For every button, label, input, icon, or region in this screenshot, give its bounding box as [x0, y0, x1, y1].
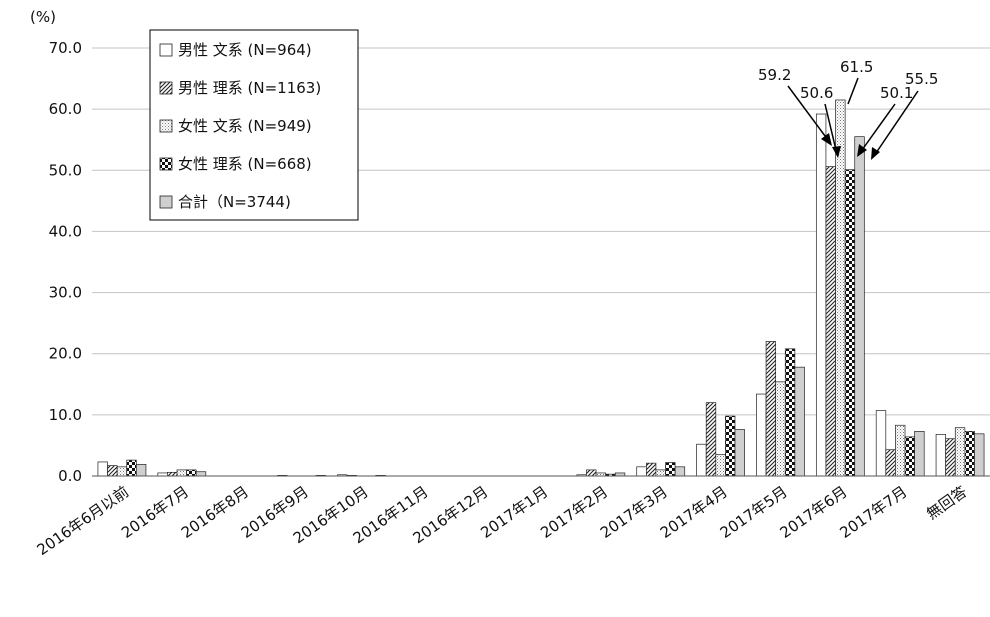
annotation-value-3: 61.5	[840, 58, 873, 76]
y-tick-label: 70.0	[49, 39, 82, 57]
bar	[935, 434, 947, 477]
y-tick-label: 10.0	[49, 406, 82, 424]
arrow-5	[875, 90, 919, 154]
bar	[167, 471, 178, 477]
arrowhead-2	[832, 146, 841, 158]
arrowhead-4	[857, 144, 867, 157]
annotation-value-4: 50.1	[880, 84, 913, 102]
legend: 男性 文系 (N=964) 男性 理系 (N=1163) 女性 文系 (N=949)…	[149, 29, 359, 221]
legend-swatch	[159, 43, 173, 57]
bar	[186, 469, 197, 477]
bar	[586, 469, 597, 477]
y-tick-label: 60.0	[49, 100, 82, 118]
legend-swatch	[159, 81, 173, 95]
arrow-1	[787, 85, 829, 141]
bar	[756, 393, 767, 477]
bar	[705, 402, 717, 477]
bar	[116, 466, 128, 477]
legend-swatch	[159, 119, 173, 133]
bar	[875, 410, 887, 477]
bar	[904, 436, 915, 477]
arrowhead-5	[871, 147, 880, 160]
legend-label: 合計（N=3744)	[178, 193, 291, 211]
bar	[765, 341, 777, 477]
bar	[126, 459, 137, 477]
legend-swatch	[159, 195, 173, 209]
bar	[784, 348, 796, 477]
bar	[854, 136, 865, 477]
bar	[107, 465, 118, 477]
y-axis-ticks: 0.0 10.0 20.0 30.0 40.0 50.0 60.0 70.0	[49, 39, 82, 485]
y-tick-label: 30.0	[49, 284, 82, 302]
annotation-value-5: 55.5	[905, 70, 938, 88]
bar	[645, 462, 657, 477]
annotation-value-1: 59.2	[758, 66, 791, 84]
bar	[835, 99, 846, 477]
x-tick-label: 無回答	[923, 483, 970, 524]
bar	[974, 433, 985, 477]
arrow-2	[824, 103, 837, 151]
bar	[195, 471, 207, 477]
bar	[945, 438, 956, 477]
bar	[964, 431, 975, 477]
bar	[176, 469, 187, 477]
legend-label: 女性 理系 (N=668)	[178, 155, 312, 173]
bar	[734, 429, 745, 477]
legend-box	[149, 29, 359, 221]
annotation-value-2: 50.6	[800, 84, 833, 102]
bar	[674, 466, 686, 477]
bar	[655, 469, 666, 477]
arrowhead-1	[821, 133, 832, 146]
arrow-3	[847, 77, 859, 105]
arrow-4	[861, 103, 896, 151]
bar	[636, 466, 647, 477]
legend-label: 男性 文系 (N=964)	[178, 41, 312, 59]
x-tick-label: 2017年7月	[837, 483, 911, 542]
bars	[97, 99, 985, 477]
bar	[97, 461, 108, 477]
bar	[954, 427, 966, 477]
bar	[725, 415, 736, 477]
x-axis-ticks: 2016年6月以前2016年7月2016年8月2016年9月2016年10月20…	[34, 483, 971, 560]
bar	[135, 464, 147, 477]
legend-swatch	[159, 157, 173, 171]
bar	[844, 169, 856, 477]
bar	[895, 424, 906, 477]
y-unit-label: (%)	[30, 8, 56, 26]
bar	[715, 454, 726, 477]
bar	[914, 431, 925, 477]
x-tick-label: 2016年6月以前	[34, 483, 133, 560]
bar	[825, 166, 836, 477]
bar	[665, 462, 676, 477]
bar	[885, 449, 896, 477]
legend-label: 女性 文系 (N=949)	[178, 117, 312, 135]
y-tick-label: 0.0	[58, 467, 82, 485]
bar	[815, 113, 827, 477]
bar	[775, 381, 786, 477]
bar	[696, 443, 707, 477]
y-tick-label: 20.0	[49, 345, 82, 363]
bar	[794, 366, 805, 477]
legend-label: 男性 理系 (N=1163)	[178, 79, 321, 97]
annotations: 59.2 50.6 61.5 50.1 55.5	[758, 58, 938, 160]
y-tick-label: 40.0	[49, 222, 82, 240]
y-tick-label: 50.0	[49, 161, 82, 179]
